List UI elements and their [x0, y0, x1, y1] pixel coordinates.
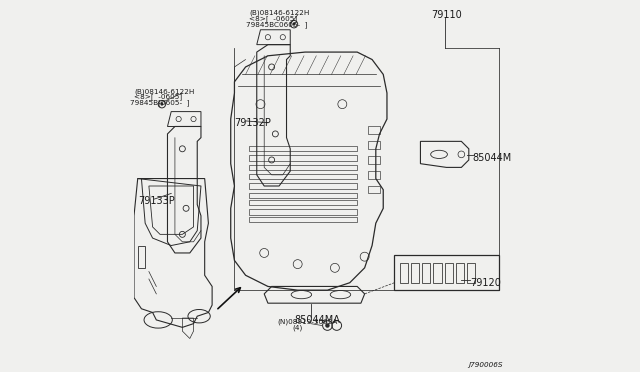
Text: 79845BC0605-  ]: 79845BC0605- ]: [246, 21, 307, 28]
Bar: [400, 263, 408, 283]
Bar: [369, 186, 380, 193]
Text: 79133P: 79133P: [138, 196, 175, 206]
Bar: [369, 141, 380, 149]
Bar: [369, 156, 380, 164]
Bar: [250, 217, 357, 222]
Circle shape: [325, 323, 330, 328]
Bar: [422, 263, 431, 283]
Bar: [467, 263, 475, 283]
Circle shape: [161, 103, 163, 106]
Bar: [250, 200, 357, 205]
Bar: [250, 183, 357, 189]
Text: 85044M: 85044M: [472, 153, 512, 163]
Text: J790006S: J790006S: [468, 362, 502, 368]
Bar: [411, 263, 419, 283]
Bar: [369, 126, 380, 134]
Bar: [250, 174, 357, 179]
Text: <8>[  -0605]: <8>[ -0605]: [134, 94, 182, 100]
Text: 85044MA: 85044MA: [294, 315, 340, 325]
Circle shape: [292, 23, 296, 26]
Bar: [250, 146, 357, 151]
Bar: [250, 193, 357, 198]
Text: 79845B[0605-  ]: 79845B[0605- ]: [131, 99, 189, 106]
Text: (N)08919-3062A: (N)08919-3062A: [277, 319, 337, 325]
Text: (4): (4): [292, 325, 302, 331]
Bar: [433, 263, 442, 283]
Text: <8>[  -0605]: <8>[ -0605]: [250, 16, 298, 22]
Bar: [394, 255, 499, 290]
Text: 79110: 79110: [431, 10, 462, 20]
Text: 79120: 79120: [470, 278, 502, 288]
Text: (B)08146-6122H: (B)08146-6122H: [250, 10, 310, 16]
Text: 79132P: 79132P: [234, 118, 271, 128]
Bar: [369, 171, 380, 179]
Bar: [250, 155, 357, 161]
Bar: [250, 165, 357, 170]
Bar: [445, 263, 453, 283]
Bar: [250, 209, 357, 215]
Text: (B)08146-6122H: (B)08146-6122H: [134, 88, 195, 94]
Bar: [456, 263, 464, 283]
